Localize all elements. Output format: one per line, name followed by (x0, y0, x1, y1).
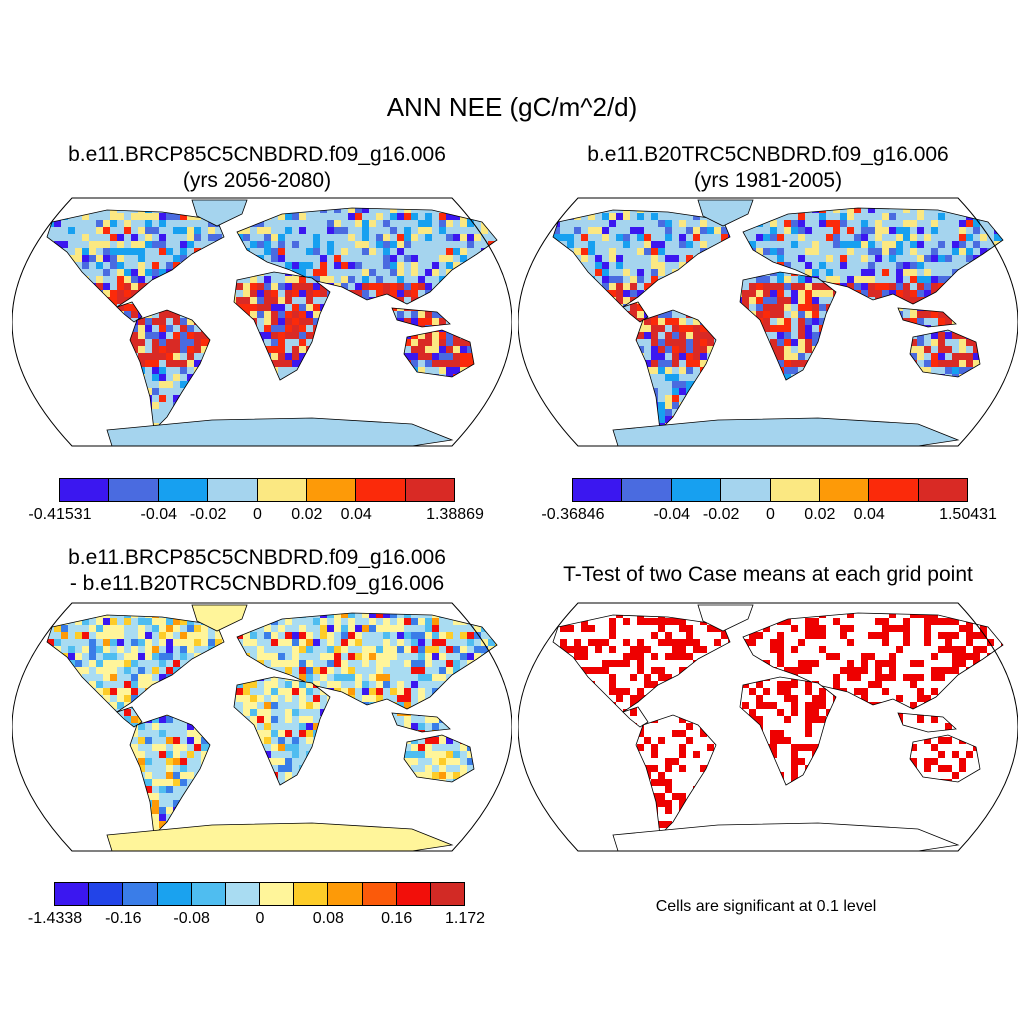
colorbar-2 (573, 478, 968, 502)
colorbar-3-label: 0.08 (313, 910, 344, 928)
colorbar-1-swatch (257, 478, 307, 502)
colorbar-1-label: -0.41531 (28, 506, 91, 524)
colorbar-1-label: 0.04 (341, 506, 372, 524)
colorbar-2-swatch (720, 478, 770, 502)
colorbar-1-label: 0 (253, 506, 262, 524)
colorbar-2-swatch (572, 478, 622, 502)
panel-1-case-name: b.e11.BRCP85C5CNBDRD.f09_g16.006 (68, 142, 446, 168)
colorbar-1-swatch (207, 478, 257, 502)
colorbar-1-swatch (306, 478, 356, 502)
colorbar-3-label: -0.16 (105, 910, 141, 928)
colorbar-2-swatch (671, 478, 721, 502)
panel-4-title: T-Test of two Case means at each grid po… (563, 562, 973, 588)
significance-footnote: Cells are significant at 0.1 level (656, 898, 877, 916)
colorbar-3-swatch (157, 882, 192, 906)
colorbar-1-label: -0.04 (141, 506, 177, 524)
colorbar-2-label: 0 (766, 506, 775, 524)
colorbar-3-swatch (259, 882, 294, 906)
colorbar-3-label: 0 (256, 910, 265, 928)
colorbar-2-label: 0.04 (854, 506, 885, 524)
colorbar-1-swatch (108, 478, 158, 502)
panel-1-title: b.e11.BRCP85C5CNBDRD.f09_g16.006 (yrs 20… (68, 142, 446, 194)
colorbar-1 (60, 478, 455, 502)
panel-3-difference-label: - b.e11.B20TRC5CNBDRD.f09_g16.006 (68, 571, 446, 597)
panel-2-case-name: b.e11.B20TRC5CNBDRD.f09_g16.006 (587, 142, 948, 168)
map-panel-1981-2005 (518, 192, 1018, 452)
colorbar-2-swatch (868, 478, 918, 502)
colorbar-3-swatch (225, 882, 260, 906)
colorbar-2-swatch (621, 478, 671, 502)
panel-3-title: b.e11.BRCP85C5CNBDRD.f09_g16.006 - b.e11… (68, 545, 446, 597)
colorbar-2-swatch (770, 478, 820, 502)
panel-2-years: (yrs 1981-2005) (587, 168, 948, 194)
panel-2-title: b.e11.B20TRC5CNBDRD.f09_g16.006 (yrs 198… (587, 142, 948, 194)
map-panel-difference (12, 597, 512, 857)
colorbar-3-swatch (362, 882, 397, 906)
colorbar-2-swatch (819, 478, 869, 502)
colorbar-3-swatch (293, 882, 328, 906)
colorbar-3-label: 0.16 (381, 910, 412, 928)
panel-1-years: (yrs 2056-2080) (68, 168, 446, 194)
colorbar-3-swatch (327, 882, 362, 906)
colorbar-1-swatch (355, 478, 405, 502)
colorbar-2-label: -0.04 (654, 506, 690, 524)
colorbar-3-label: 1.172 (445, 910, 485, 928)
colorbar-3-swatch (191, 882, 226, 906)
figure-title: ANN NEE (gC/m^2/d) (387, 92, 638, 123)
colorbar-2-label: -0.36846 (541, 506, 604, 524)
colorbar-1-label: 0.02 (291, 506, 322, 524)
colorbar-1-swatch (158, 478, 208, 502)
panel-3-case-name: b.e11.BRCP85C5CNBDRD.f09_g16.006 (68, 545, 446, 571)
colorbar-3-swatch (54, 882, 89, 906)
colorbar-2-label: -0.02 (703, 506, 739, 524)
colorbar-2-label: 0.02 (804, 506, 835, 524)
colorbar-3-swatch (88, 882, 123, 906)
colorbar-2-swatch (918, 478, 968, 502)
colorbar-3-label: -1.4338 (28, 910, 82, 928)
colorbar-1-label: 1.38869 (426, 506, 484, 524)
colorbar-1-swatch (405, 478, 455, 502)
colorbar-3-label: -0.08 (173, 910, 209, 928)
colorbar-3-swatch (396, 882, 431, 906)
colorbar-1-swatch (59, 478, 109, 502)
colorbar-1-label: -0.02 (190, 506, 226, 524)
colorbar-3 (55, 882, 465, 906)
colorbar-2-label: 1.50431 (939, 506, 997, 524)
map-panel-2056-2080 (12, 192, 512, 452)
colorbar-3-swatch (122, 882, 157, 906)
map-panel-ttest (518, 597, 1018, 857)
colorbar-3-swatch (430, 882, 465, 906)
